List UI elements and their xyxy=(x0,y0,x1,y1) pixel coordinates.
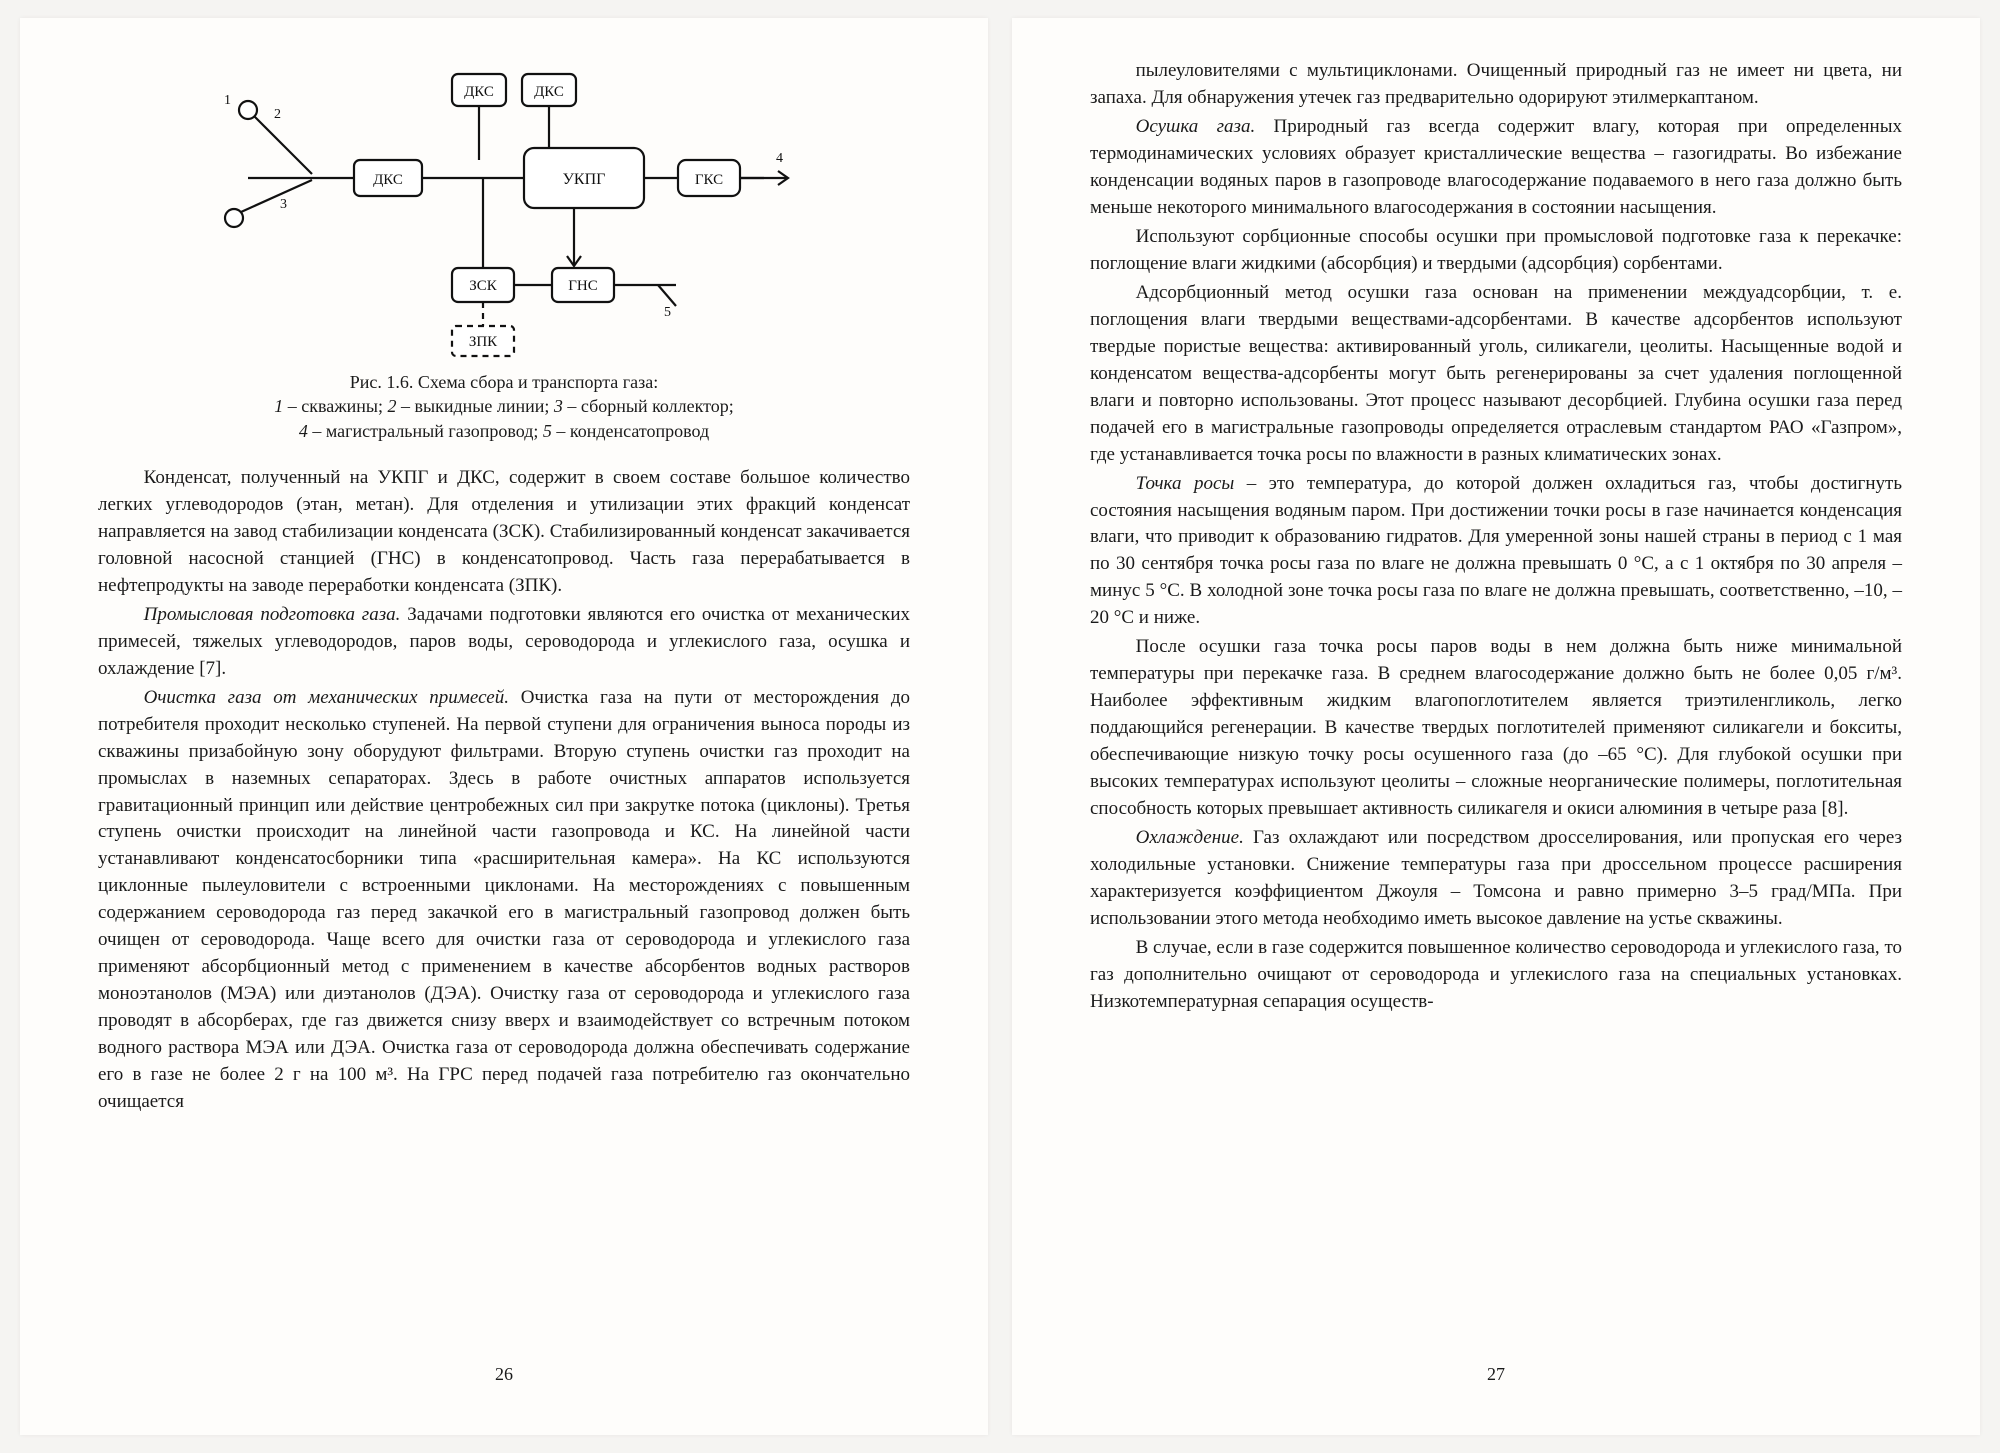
book-spread: ДКС ДКС ДКС УКПГ ГКС ЗСК ГНС ЗПК 1 2 3 4… xyxy=(20,18,1980,1435)
left-para-2: Промысловая подготовка газа. Задачами по… xyxy=(98,602,910,683)
left-lead-3: Очистка газа от механических примесей. xyxy=(144,687,509,708)
right-para-4: Точка росы – это температура, до которой… xyxy=(1090,471,1902,633)
node-gns: ГНС xyxy=(568,278,598,294)
fig-label-2: 2 xyxy=(274,107,281,122)
page-number-left: 26 xyxy=(98,1364,910,1385)
node-dks-top1: ДКС xyxy=(464,84,494,100)
node-gks: ГКС xyxy=(695,172,723,188)
page-number-right: 27 xyxy=(1090,1364,1902,1385)
left-para-1: Конденсат, полученный на УКПГ и ДКС, сод… xyxy=(98,465,910,600)
node-dks-left: ДКС xyxy=(373,172,403,188)
page-right: пылеуловителями с мультициклонами. Очище… xyxy=(1012,18,1980,1435)
caption-line-1: Рис. 1.6. Схема сбора и транспорта газа: xyxy=(350,372,659,392)
fig-label-3: 3 xyxy=(280,197,287,212)
right-para-5: После осушки газа точка росы паров воды … xyxy=(1090,634,1902,823)
caption-line-3: 4 – магистральный газопровод; 5 – конден… xyxy=(299,421,709,441)
right-lead-6: Охлаждение. xyxy=(1136,827,1244,848)
node-ukpg: УКПГ xyxy=(563,171,606,188)
right-rest-4: – это температура, до которой должен охл… xyxy=(1090,473,1902,629)
left-rest-3: Очистка газа на пути от месторождения до… xyxy=(98,687,910,1113)
caption-line-2: 1 – скважины; 2 – выкидные линии; 3 – сб… xyxy=(274,396,734,416)
figure-1-6: ДКС ДКС ДКС УКПГ ГКС ЗСК ГНС ЗПК 1 2 3 4… xyxy=(204,58,804,358)
right-lead-4: Точка росы xyxy=(1136,473,1235,494)
fig-label-1: 1 xyxy=(224,93,231,108)
right-para-7: В случае, если в газе содержится повышен… xyxy=(1090,935,1902,1016)
right-para-6: Охлаждение. Газ охлаждают или посредство… xyxy=(1090,825,1902,933)
page-left: ДКС ДКС ДКС УКПГ ГКС ЗСК ГНС ЗПК 1 2 3 4… xyxy=(20,18,988,1435)
right-lead-1: Осушка газа. xyxy=(1136,116,1256,137)
right-para-2: Используют сорбционные способы осушки пр… xyxy=(1090,224,1902,278)
fig-label-5: 5 xyxy=(664,305,671,320)
right-para-0: пылеуловителями с мультициклонами. Очище… xyxy=(1090,58,1902,112)
node-dks-top2: ДКС xyxy=(534,84,564,100)
node-zpk: ЗПК xyxy=(469,334,498,350)
fig-label-4: 4 xyxy=(776,151,783,166)
left-lead-2: Промысловая подготовка газа. xyxy=(144,604,401,625)
figure-caption: Рис. 1.6. Схема сбора и транспорта газа:… xyxy=(98,370,910,443)
left-para-3: Очистка газа от механических примесей. О… xyxy=(98,685,910,1117)
node-zsk: ЗСК xyxy=(469,278,498,294)
right-para-3: Адсорбционный метод осушки газа основан … xyxy=(1090,280,1902,469)
right-para-1: Осушка газа. Природный газ всегда содерж… xyxy=(1090,114,1902,222)
